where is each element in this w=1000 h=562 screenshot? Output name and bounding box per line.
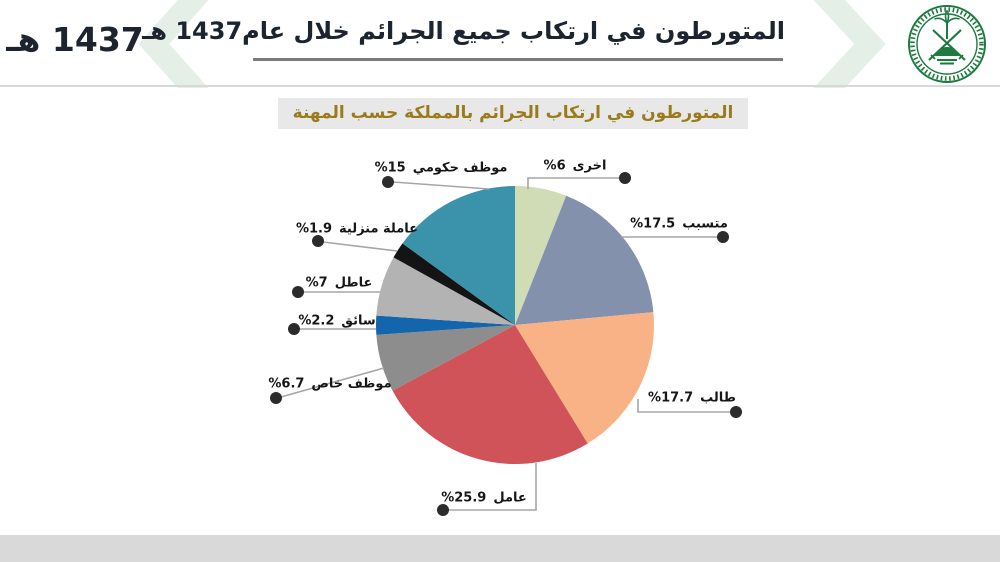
leader-line-3 (448, 463, 537, 511)
ministry-of-interior-logo-icon (908, 5, 986, 83)
year-badge: 1437 هـ (6, 20, 144, 59)
page-title: المتورطون في ارتكاب جميع الجرائم خلال عا… (142, 17, 785, 45)
leader-line-8 (392, 181, 490, 190)
leader-line-2 (637, 399, 730, 413)
leader-line-0 (527, 177, 620, 189)
pie-label-name: عاملة منزلية (339, 221, 419, 237)
leader-dot-6 (292, 286, 304, 298)
chevron-left-icon (138, 0, 209, 88)
pie-label-value: %15 (374, 160, 406, 176)
leader-dot-1 (717, 231, 729, 243)
pie-slice-4 (376, 325, 515, 391)
pie-label: موظف خاص %6.7 (268, 377, 391, 392)
leader-dot-5 (288, 323, 300, 335)
pie-label-name: طالب (700, 390, 736, 406)
header-divider (0, 85, 1000, 87)
leader-dot-4 (270, 392, 282, 404)
pie-slice-7 (393, 243, 515, 325)
pie-slice-8 (402, 186, 515, 325)
pie-label-value: %25.9 (441, 490, 487, 506)
title-underline (253, 58, 783, 61)
pie-label: متسبب %17.5 (630, 217, 728, 232)
pie-label-name: موظف حكومي (412, 160, 508, 176)
pie-label: طالب %17.7 (648, 391, 736, 406)
pie-label-name: عاطل (334, 275, 373, 291)
leader-dot-8 (382, 176, 394, 188)
footer-bar (0, 535, 1000, 562)
leader-dot-7 (312, 235, 324, 247)
pie-label-name: متسبب (682, 216, 728, 232)
pie-label-value: %7 (305, 275, 328, 291)
pie-slice-6 (376, 257, 515, 325)
pie-label: اخرى %6 (544, 159, 607, 174)
pie-label-value: %6.7 (268, 376, 305, 392)
pie-label: عاطل %7 (306, 276, 373, 291)
chart-title: المتورطون في ارتكاب الجرائم بالمملكة حسب… (278, 98, 748, 129)
pie-label-name: موظف خاص (311, 376, 392, 392)
pie-label: موظف حكومي %15 (375, 161, 508, 176)
header: 1437 هـ المتورطون في ارتكاب جميع الجرائم… (0, 0, 1000, 88)
pie-label-value: %6 (543, 158, 566, 174)
pie-label-name: عامل (493, 490, 527, 506)
pie-slice-2 (515, 312, 654, 444)
pie-label-value: %1.9 (295, 221, 333, 237)
pie-label-value: %17.7 (648, 390, 694, 406)
pie-label: عامل %25.9 (441, 491, 527, 506)
pie-label: عاملة منزلية %1.9 (296, 222, 418, 237)
pie-slice-5 (376, 315, 515, 335)
leader-dot-0 (619, 172, 631, 184)
leader-dot-3 (437, 504, 449, 516)
pie-label-value: %2.2 (298, 313, 335, 329)
pie-label-value: %17.5 (630, 216, 676, 232)
leader-dot-2 (730, 406, 742, 418)
pie-label-name: اخرى (572, 158, 607, 174)
pie-slice-1 (515, 195, 654, 325)
pie-slice-3 (392, 325, 588, 464)
chevron-right-icon (813, 0, 886, 88)
pie-slice-0 (515, 186, 567, 325)
leader-line-4 (280, 367, 385, 398)
leader-line-7 (322, 241, 398, 252)
pie-label-name: سائق (341, 313, 376, 329)
pie-label: سائق %2.2 (298, 314, 375, 329)
